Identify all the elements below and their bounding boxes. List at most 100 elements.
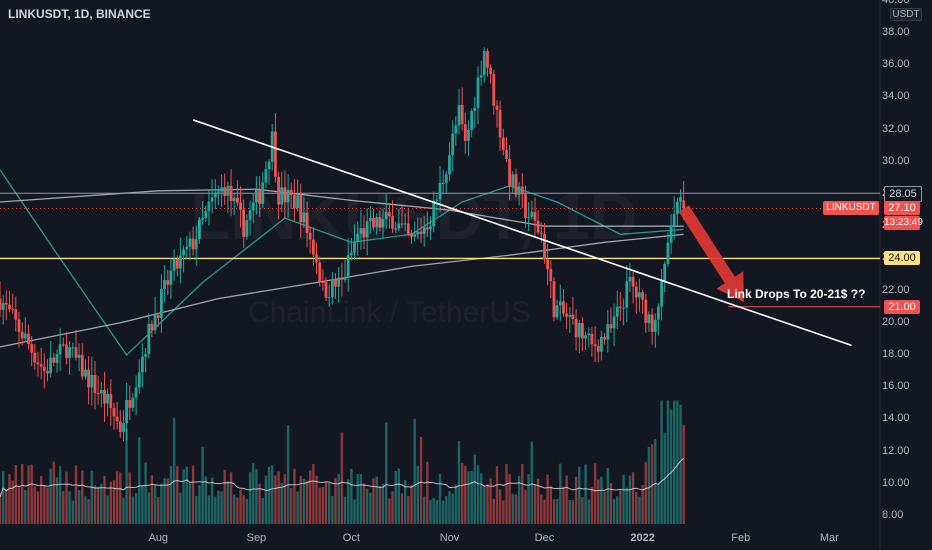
volume-bar	[574, 476, 578, 524]
candle-body	[296, 195, 299, 209]
volume-bar	[77, 490, 81, 524]
candle-body	[638, 292, 641, 298]
candle-body	[11, 309, 15, 311]
down-arrow	[678, 205, 744, 302]
candle-body	[527, 217, 530, 219]
volume-bar	[388, 498, 391, 524]
volume-bar	[122, 497, 125, 524]
price-tick-label: 12.00	[882, 444, 910, 457]
candle-body	[188, 238, 192, 247]
candle-body	[397, 223, 401, 229]
volume-bar	[49, 468, 52, 524]
candle-body	[289, 189, 293, 196]
volume-bar	[555, 499, 559, 524]
candle-body	[476, 77, 480, 108]
chart-title: LINKUSDT, 1D, BINANCE	[8, 7, 151, 21]
volume-bar	[498, 489, 502, 524]
volume-bar	[141, 485, 144, 524]
volume-bar	[258, 483, 261, 524]
candle-body	[388, 211, 391, 217]
volume-bar	[24, 489, 27, 524]
volume-bar	[407, 496, 410, 524]
candle-body	[109, 393, 113, 409]
volume-bar	[495, 466, 499, 524]
volume-bar	[457, 441, 461, 524]
candle-body	[394, 228, 398, 230]
volume-bar	[337, 473, 340, 524]
volume-bar	[90, 470, 93, 524]
volume-bar	[682, 424, 685, 524]
candle-body	[49, 357, 52, 374]
volume-bar	[559, 463, 562, 524]
candle-body	[131, 397, 135, 408]
candle-body	[425, 227, 429, 230]
volume-bar	[470, 471, 473, 524]
candle-body	[163, 280, 166, 290]
candle-body	[577, 323, 581, 338]
volume-bar	[277, 471, 280, 524]
volume-bar	[375, 476, 378, 524]
time-tick-label: Aug	[148, 532, 169, 544]
candle-body	[255, 190, 258, 203]
candle-body	[71, 347, 75, 349]
candle-body	[416, 231, 420, 235]
volume-bar	[606, 468, 609, 524]
price-tick-label: 34.00	[882, 90, 910, 103]
volume-bar	[267, 466, 271, 524]
candle-body	[524, 194, 527, 218]
candle-body	[239, 202, 242, 210]
time-tick-label: Feb	[731, 532, 751, 544]
volume-bar	[369, 492, 372, 524]
volume-bar	[669, 409, 673, 524]
candle-body	[245, 220, 249, 237]
candle-body	[568, 315, 572, 317]
candle-body	[451, 133, 455, 156]
candle-body	[207, 201, 211, 211]
candle-body	[660, 281, 663, 307]
candle-body	[340, 277, 344, 280]
candle-body	[391, 216, 394, 229]
candle-body	[30, 344, 34, 353]
volume-bar	[505, 463, 508, 524]
time-tick-label: Dec	[534, 532, 555, 544]
volume-bars	[0, 400, 685, 524]
target-badge: 21.00	[884, 299, 920, 314]
candle-body	[679, 196, 682, 202]
candle-body	[242, 209, 246, 237]
volume-bar	[638, 496, 641, 524]
volume-bar	[366, 488, 369, 524]
descending-trendline	[192, 119, 852, 347]
candle-body	[647, 314, 651, 323]
volume-bar	[248, 472, 252, 524]
volume-bar	[71, 500, 74, 524]
volume-bar	[328, 482, 331, 524]
candle-body	[590, 333, 594, 345]
candle-body	[280, 187, 284, 205]
volume-bar	[176, 466, 179, 524]
time-tick-label: Oct	[342, 532, 360, 544]
candle-body	[334, 278, 337, 287]
candle-body	[372, 217, 375, 228]
volume-bar	[271, 465, 274, 524]
candle-body	[356, 233, 360, 243]
volume-bar	[264, 475, 268, 524]
candle-body	[346, 255, 350, 278]
candle-body	[153, 315, 157, 331]
candle-body	[267, 161, 271, 170]
volume-bar	[62, 490, 65, 524]
volume-bar	[631, 472, 635, 524]
volume-bar	[188, 483, 192, 524]
volume-bar	[2, 471, 5, 524]
volume-bar	[562, 486, 565, 524]
candle-body	[23, 333, 27, 339]
candle-body	[90, 375, 94, 388]
candle-body	[657, 306, 660, 320]
volume-bar	[489, 478, 492, 524]
current-price-badge: 27.10	[884, 201, 920, 216]
volume-bar	[125, 428, 128, 524]
candle-body	[369, 217, 372, 222]
candle-body	[201, 217, 204, 220]
candle-body	[574, 319, 578, 338]
candle-body	[653, 319, 657, 332]
